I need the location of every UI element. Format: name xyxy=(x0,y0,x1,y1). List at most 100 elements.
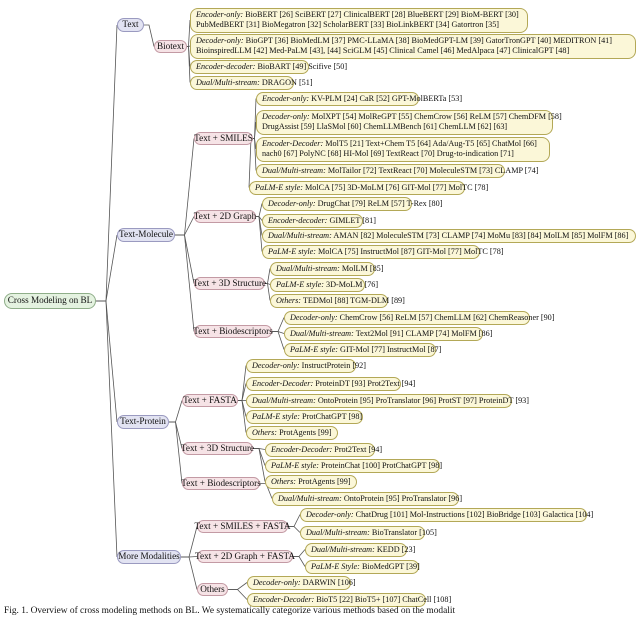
leaf-box-biotext-encoder-only[interactable]: Encoder-only: BioBERT [26] SciBERT [27] … xyxy=(190,8,528,33)
subcategory-node-others[interactable]: Others xyxy=(197,583,228,596)
subcategory-node-text-2d-graph[interactable]: Text + 2D Graph xyxy=(194,210,256,223)
tree-edge xyxy=(144,24,155,47)
tree-edge xyxy=(293,556,306,567)
node-label: Text + Biodescriptors xyxy=(193,325,273,336)
leaf-box-graph2d-encoder-decoder[interactable]: Encoder-decoder: GIMLET [81] xyxy=(262,214,376,229)
node-label: Text + SMILES + FASTA xyxy=(194,520,291,531)
root-node-cross-modeling-on-bl[interactable]: Cross Modeling on BL xyxy=(4,293,96,309)
leaf-kind-label: Decoder-only: xyxy=(290,313,338,322)
leaf-line: nach0 [67] PolyNC [68] HI-Mol [69] TextR… xyxy=(262,149,514,159)
leaf-line: PaLM-E style: ProteinChat [100] ProtChat… xyxy=(271,461,442,471)
leaf-box-others-decoder-only[interactable]: Decoder-only: DARWIN [106] xyxy=(247,576,356,591)
leaf-box-graph2d-decoder-only[interactable]: Decoder-only: DrugChat [79] ReLM [57] T-… xyxy=(262,197,442,212)
subcategory-node-text-3d-structure[interactable]: Text + 3D Structure xyxy=(193,277,266,290)
leaf-box-biodesc-dual-multi-stream[interactable]: Dual/Multi-stream: Text2Mol [91] CLAMP [… xyxy=(284,327,492,342)
leaf-box-struct3d-dual-multi-stream[interactable]: Dual/Multi-stream: MolLM [85] xyxy=(270,262,384,277)
leaf-items: ProteinDT [93] Prot2Text [94] xyxy=(313,379,416,388)
leaf-kind-label: Dual/Multi-stream: xyxy=(276,264,340,273)
subcategory-node-text-3d-structure[interactable]: Text + 3D Structure xyxy=(181,442,254,455)
subcategory-node-text-fasta[interactable]: Text + FASTA xyxy=(182,394,238,407)
leaf-box-others-encoder-decoder[interactable]: Encoder-Decoder: BioT5 [22] BioT5+ [107]… xyxy=(247,593,451,608)
leaf-kind-label: Dual/Multi-stream: xyxy=(290,329,354,338)
leaf-line: Decoder-only: ChatDrug [101] Mol-Instruc… xyxy=(306,510,593,520)
subcategory-node-text-biodescriptors[interactable]: Text + Biodescriptors xyxy=(181,477,261,490)
leaf-kind-label: Encoder-Decoder: xyxy=(271,445,333,454)
leaf-box-fasta-dual-multi-stream[interactable]: Dual/Multi-stream: OntoProtein [95] ProT… xyxy=(246,394,529,409)
leaf-box-biotext-dual-multi-stream[interactable]: Dual/Multi-stream: DRAGON [51] xyxy=(190,76,313,91)
tree-edge xyxy=(96,24,118,302)
node-label: Cross Modeling on BL xyxy=(7,295,93,306)
tree-edge xyxy=(96,300,118,558)
leaf-items: TEDMol [88] TGM-DLM [89] xyxy=(301,296,405,305)
tree-edge xyxy=(175,138,195,236)
leaf-box-graph2d-palm-e-style[interactable]: PaLM-E style: MolCA [75] InstructMol [87… xyxy=(262,245,504,260)
leaf-kind-label: Others: xyxy=(276,296,302,305)
leaf-box-smifasta-dual-multi-stream[interactable]: Dual/Multi-stream: BioTranslator [105] xyxy=(300,526,437,541)
leaf-line: Decoder-only: BioGPT [36] BioMedLM [37] … xyxy=(196,36,631,46)
leaf-line: Encoder-decoder: BioBART [49] Scifive [5… xyxy=(196,62,347,72)
category-node-text[interactable]: Text xyxy=(117,18,144,32)
leaf-box-pstruct3d-palm-e-style[interactable]: PaLM-E style: ProteinChat [100] ProtChat… xyxy=(265,459,442,474)
tree-edge xyxy=(169,421,183,484)
leaf-line: PaLM-E Style: BioMedGPT [39] xyxy=(311,562,420,572)
leaf-items: MolCA [75] 3D-MoLM [76] GIT-Mol [77] Mol… xyxy=(302,183,489,192)
leaf-items: ChemCrow [56] ReLM [57] ChemLLM [62] Che… xyxy=(337,313,555,322)
leaf-kind-label: Encoder-only: xyxy=(262,94,310,103)
subcategory-node-text-smiles-fasta[interactable]: Text + SMILES + FASTA xyxy=(194,520,291,533)
leaf-box-struct3d-palm-e-style[interactable]: PaLM-E style: 3D-MoLM [76] xyxy=(270,278,378,293)
leaf-items: InstructProtein [92] xyxy=(299,361,366,370)
leaf-box-biotext-decoder-only[interactable]: Decoder-only: BioGPT [36] BioMedLM [37] … xyxy=(190,34,636,59)
leaf-items: DARWIN [106] xyxy=(300,578,356,587)
leaf-items: BioMedGPT [39] xyxy=(359,562,420,571)
leaf-items: MolCA [75] InstructMol [87] GIT-Mol [77]… xyxy=(315,247,504,256)
leaf-box-fasta-encoder-decoder[interactable]: Encoder-Decoder: ProteinDT [93] Prot2Tex… xyxy=(246,377,415,392)
node-label: Biotext xyxy=(156,40,185,51)
leaf-items: KV-PLM [24] CaR [52] GPT-MolBERTa [53] xyxy=(309,94,463,103)
leaf-line: BioinspiredLLM [42] Med-PaLM [43], [44] … xyxy=(196,46,570,56)
leaf-box-smifasta-decoder-only[interactable]: Decoder-only: ChatDrug [101] Mol-Instruc… xyxy=(300,508,593,523)
category-node-more-modalities[interactable]: More Modalities xyxy=(117,550,181,564)
leaf-line: Encoder-Decoder: Prot2Text [94] xyxy=(271,445,382,455)
leaf-box-fasta-palm-e-style[interactable]: PaLM-E style: ProtChatGPT [98] xyxy=(246,410,363,425)
leaf-box-smiles-dual-multi-stream[interactable]: Dual/Multi-stream: MolTailor [72] TextRe… xyxy=(256,164,538,179)
node-label: Text xyxy=(122,19,139,30)
tree-edge xyxy=(187,46,191,83)
subcategory-node-biotext[interactable]: Biotext xyxy=(154,40,187,53)
tree-edge xyxy=(181,556,198,590)
leaf-line: Others: ProtAgents [99] xyxy=(252,428,333,438)
leaf-kind-label: PaLM-E style: xyxy=(290,345,338,354)
leaf-box-graphfasta-palm-e-style[interactable]: PaLM-E Style: BioMedGPT [39] xyxy=(305,560,420,575)
subcategory-node-text-smiles[interactable]: Text + SMILES xyxy=(194,132,253,145)
leaf-kind-label: Decoder-only: xyxy=(268,199,316,208)
leaf-kind-label: Decoder-only: xyxy=(262,112,310,121)
leaf-box-biotext-encoder-decoder[interactable]: Encoder-decoder: BioBART [49] Scifive [5… xyxy=(190,60,347,75)
leaf-line: PaLM-E style: ProtChatGPT [98] xyxy=(252,412,362,422)
leaf-box-pstruct3d-encoder-decoder[interactable]: Encoder-Decoder: Prot2Text [94] xyxy=(265,443,382,458)
category-node-text-protein[interactable]: Text-Protein xyxy=(117,415,169,429)
leaf-line: Encoder-Decoder: MolT5 [21] Text+Chem T5… xyxy=(262,139,545,149)
leaf-box-smiles-encoder-decoder[interactable]: Encoder-Decoder: MolT5 [21] Text+Chem T5… xyxy=(256,137,550,162)
subcategory-node-text-2d-graph-fasta[interactable]: Text + 2D Graph + FASTA xyxy=(195,550,295,563)
leaf-items: ProteinChat [100] ProtChatGPT [98] xyxy=(318,461,443,470)
leaf-box-smiles-decoder-only[interactable]: Decoder-only: MolXPT [54] MolReGPT [55] … xyxy=(256,110,562,135)
leaf-items: MolXPT [54] MolReGPT [55] ChemCrow [56] … xyxy=(309,112,562,121)
leaf-box-pstruct3d-others[interactable]: Others: ProtAgents [99] xyxy=(265,475,357,490)
subcategory-node-text-biodescriptors[interactable]: Text + Biodescriptors xyxy=(193,325,273,338)
leaf-items: OntoProtein [95] ProTranslator [96] xyxy=(341,494,463,503)
leaf-kind-label: Encoder-decoder: xyxy=(196,62,256,71)
leaf-box-pbiodesc-dual-multi-stream[interactable]: Dual/Multi-stream: OntoProtein [95] ProT… xyxy=(272,492,463,507)
leaf-kind-label: PaLM-E style: xyxy=(276,280,324,289)
leaf-box-biodesc-decoder-only[interactable]: Decoder-only: ChemCrow [56] ReLM [57] Ch… xyxy=(284,311,555,326)
leaf-box-graph2d-dual-multi-stream[interactable]: Dual/Multi-stream: AMAN [82] MoleculeSTM… xyxy=(262,229,636,244)
leaf-box-fasta-decoder-only[interactable]: Decoder-only: InstructProtein [92] xyxy=(246,359,366,374)
category-node-text-molecule[interactable]: Text-Molecule xyxy=(117,228,175,242)
leaf-box-fasta-others[interactable]: Others: ProtAgents [99] xyxy=(246,426,338,441)
leaf-box-biodesc-palm-e-style[interactable]: PaLM-E style: GIT-Mol [77] InstructMol [… xyxy=(284,343,441,358)
leaf-items: BioBERT [26] SciBERT [27] ClinicalBERT [… xyxy=(243,10,519,19)
leaf-box-smiles-palm-e-style[interactable]: PaLM-E style: MolCA [75] 3D-MoLM [76] GI… xyxy=(249,181,488,196)
leaf-box-struct3d-others[interactable]: Others: TEDMol [88] TGM-DLM [89] xyxy=(270,294,405,309)
leaf-items: ProtAgents [99] xyxy=(277,428,332,437)
leaf-box-graphfasta-dual-multi-stream[interactable]: Dual/Multi-stream: KEDD [23] xyxy=(305,543,415,558)
leaf-kind-label: Dual/Multi-stream: xyxy=(262,166,326,175)
leaf-box-smiles-encoder-only[interactable]: Encoder-only: KV-PLM [24] CaR [52] GPT-M… xyxy=(256,92,462,107)
